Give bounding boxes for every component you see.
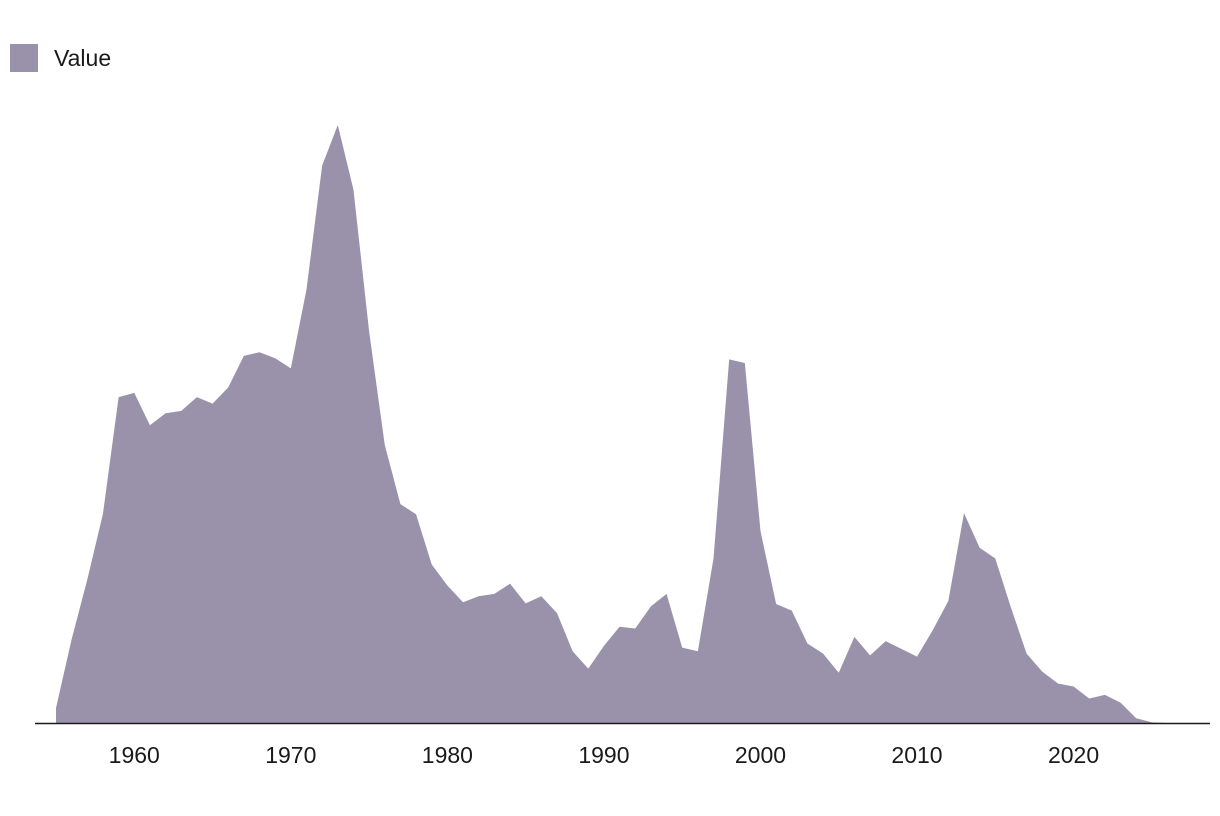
x-tick-label-1970: 1970 xyxy=(265,742,316,768)
legend-label: Value xyxy=(54,44,112,71)
legend: Value xyxy=(10,44,111,72)
x-tick-label-2020: 2020 xyxy=(1048,742,1099,768)
x-tick-label-2000: 2000 xyxy=(735,742,786,768)
x-tick-label-1990: 1990 xyxy=(578,742,629,768)
x-tick-label-1980: 1980 xyxy=(422,742,473,768)
legend-swatch xyxy=(10,44,38,72)
watermark-text: GlobalData xyxy=(489,383,732,435)
area-series-value xyxy=(56,125,1168,723)
plot-area: 1960 1970 1980 1990 2000 2010 2020 xyxy=(35,125,1210,768)
x-tick-label-1960: 1960 xyxy=(109,742,160,768)
x-tick-label-2010: 2010 xyxy=(891,742,942,768)
